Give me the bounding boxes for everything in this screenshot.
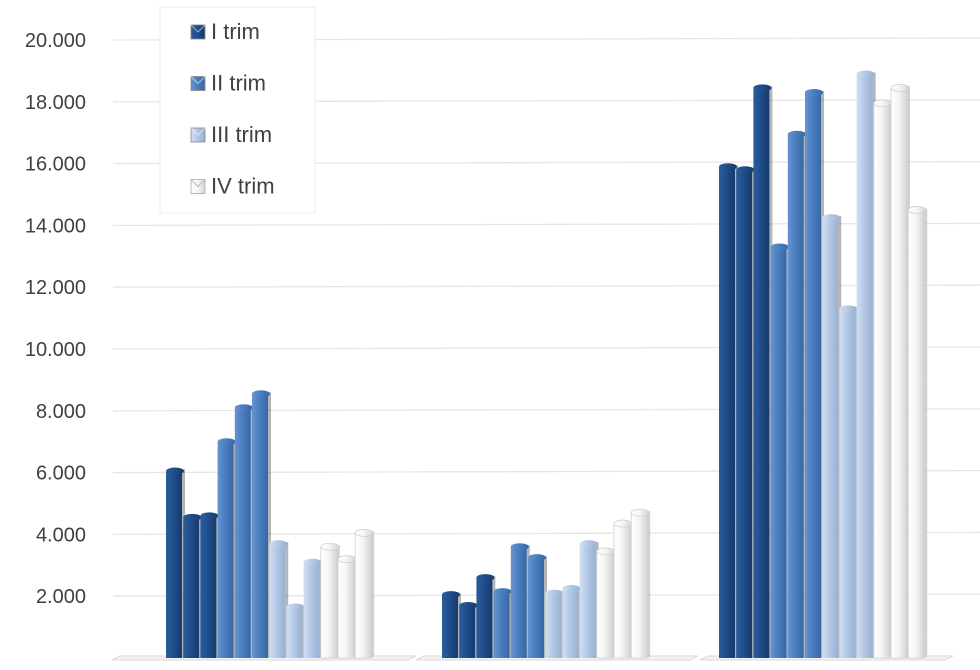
bar (200, 512, 220, 658)
bar (528, 554, 547, 658)
bar (183, 513, 203, 658)
bar (805, 89, 824, 658)
bar (856, 70, 876, 659)
bar (579, 540, 599, 658)
y-tick-label: 6.000 (36, 463, 86, 485)
bar (320, 542, 340, 659)
bar (770, 243, 790, 658)
legend-item: I trim (190, 19, 260, 44)
bar (787, 130, 807, 658)
bar (286, 603, 306, 658)
bar (234, 404, 254, 658)
bar (822, 214, 842, 659)
bar (303, 558, 323, 658)
bar (873, 99, 893, 659)
bar (562, 584, 582, 658)
y-tick-label: 14.000 (25, 215, 86, 237)
bar (476, 574, 496, 658)
legend: I trim II trim III trim IV trim (159, 6, 316, 214)
bar (217, 438, 237, 658)
bar (719, 163, 738, 658)
bar (252, 390, 271, 658)
gridline (112, 284, 980, 288)
bar (354, 528, 375, 659)
bar (736, 166, 756, 658)
legend-label: III trim (211, 122, 272, 147)
legend-item: III trim (190, 122, 272, 147)
y-tick-label: 8.000 (36, 401, 86, 423)
y-axis-tick-labels: 2.000 4.000 6.000 8.000 10.000 12.000 14.000 16… (25, 30, 86, 608)
bar (753, 84, 773, 658)
legend-label: I trim (211, 19, 260, 44)
bar (613, 519, 633, 659)
bar (459, 601, 479, 658)
gridline (112, 222, 980, 227)
bar (442, 591, 461, 658)
y-tick-label: 2.000 (36, 586, 86, 608)
bar (337, 555, 357, 659)
y-tick-label: 18.000 (25, 92, 86, 114)
legend-item: IV trim (190, 174, 275, 199)
bar (630, 508, 651, 659)
y-tick-label: 20.000 (25, 30, 86, 52)
bars (166, 70, 928, 659)
legend-item: II trim (190, 71, 266, 96)
bar (890, 83, 910, 659)
bar (596, 547, 616, 659)
legend-label: IV trim (211, 174, 275, 199)
bar (907, 206, 928, 659)
legend-label: II trim (211, 71, 266, 96)
bar (839, 305, 859, 658)
bar (269, 540, 289, 658)
bar (510, 543, 530, 658)
y-tick-label: 12.000 (25, 277, 86, 299)
bar (166, 467, 185, 658)
legend-box (159, 6, 316, 214)
bar (545, 589, 565, 658)
y-tick-label: 10.000 (25, 339, 86, 361)
bar (493, 588, 513, 658)
y-tick-label: 4.000 (36, 524, 86, 546)
y-tick-label: 16.000 (25, 154, 86, 176)
